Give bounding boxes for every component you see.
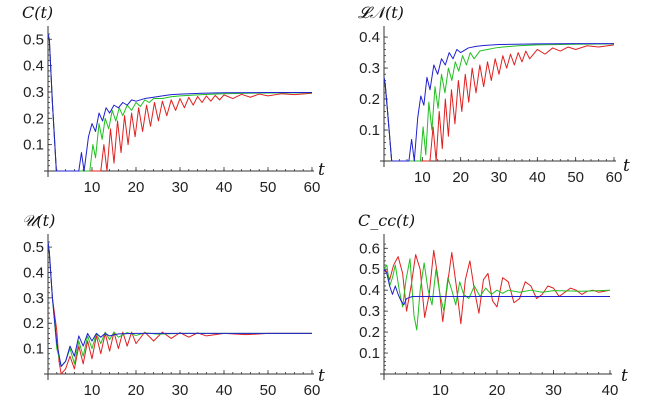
y-tick-label: 0.4 (23, 58, 44, 75)
x-axis-label: t (621, 366, 628, 386)
series-line-3 (47, 241, 312, 375)
y-tick-label: 0.2 (23, 315, 44, 332)
chart-panel-2: 0.1 0.2 0.3 0.4 10 20 30 40 50 60 𝓛𝒩(t) t (358, 3, 630, 186)
x-tick-label: 10 (84, 382, 101, 399)
y-tick-label: 0.1 (23, 137, 44, 154)
x-axis-label: t (318, 160, 325, 180)
y-tick-label: 0.2 (359, 324, 380, 341)
x-tick-label: 40 (529, 169, 546, 186)
x-tick-label: 40 (602, 382, 619, 399)
x-tick-label: 30 (172, 179, 189, 196)
x-tick-label: 60 (304, 382, 321, 399)
x-tick-label: 20 (128, 382, 145, 399)
chart-panel-4: 0.1 0.2 0.3 0.4 0.5 0.6 10 20 30 40 C_cc(t)t (358, 211, 628, 399)
series-line-1 (47, 241, 312, 367)
series-line-3 (47, 33, 313, 172)
x-tick-label: 30 (172, 382, 189, 399)
x-tick-label: 40 (216, 382, 233, 399)
y-tick-label: 0.3 (359, 303, 380, 320)
y-tick-label: 0.3 (23, 290, 44, 307)
x-tick-label: 30 (545, 382, 562, 399)
x-tick-label: 40 (216, 179, 233, 196)
y-tick-label: 0.4 (359, 29, 380, 46)
series-line-3 (383, 44, 615, 162)
y-tick-label: 0.1 (23, 341, 44, 358)
x-axis-label: t (318, 366, 325, 386)
y-axis-label: C_cc(t) (358, 211, 415, 230)
y-tick-label: 0.4 (23, 264, 44, 281)
y-tick-label: 0.3 (359, 60, 380, 77)
y-axis-label: 𝒰(t) (22, 211, 55, 230)
x-tick-label: 10 (432, 382, 449, 399)
y-tick-label: 0.5 (23, 31, 44, 48)
series-line-1 (383, 43, 614, 162)
x-tick-label: 20 (452, 169, 469, 186)
chart-panel-1: 0.1 0.2 0.3 0.4 0.5 10 20 30 40 50 60 C(t) t (22, 3, 325, 196)
y-tick-label: 0.5 (23, 239, 44, 256)
x-tick-label: 10 (84, 179, 101, 196)
chart-panel-3: 0.1 0.2 0.3 0.4 0.5 10 20 30 40 50 60 𝒰(t) t (22, 211, 325, 399)
y-tick-label: 0.4 (359, 282, 380, 299)
y-tick-label: 0.2 (23, 110, 44, 127)
y-tick-label: 0.3 (23, 84, 44, 101)
x-tick-label: 60 (304, 179, 321, 196)
series-line-2 (47, 241, 312, 367)
series-line-1 (47, 33, 312, 172)
x-tick-label: 10 (414, 169, 431, 186)
x-tick-label: 50 (260, 179, 277, 196)
y-axis-label: 𝓛𝒩(t) (358, 3, 404, 22)
y-tick-label: 0.1 (359, 122, 380, 139)
y-axis-label: C(t) (22, 3, 53, 22)
series-line-2 (383, 258, 611, 331)
y-tick-label: 0.6 (359, 240, 380, 257)
y-tick-label: 0.2 (359, 91, 380, 108)
x-tick-label: 20 (489, 382, 506, 399)
x-tick-label: 50 (260, 382, 277, 399)
y-tick-label: 0.1 (359, 345, 380, 362)
x-axis-label: t (623, 156, 630, 176)
x-tick-label: 50 (567, 169, 584, 186)
x-tick-label: 20 (128, 179, 145, 196)
series-line-2 (47, 33, 313, 172)
x-tick-label: 60 (606, 169, 623, 186)
series-line-2 (383, 43, 615, 162)
series-line-1 (383, 268, 610, 306)
x-tick-label: 30 (491, 169, 508, 186)
y-tick-label: 0.5 (359, 261, 380, 278)
